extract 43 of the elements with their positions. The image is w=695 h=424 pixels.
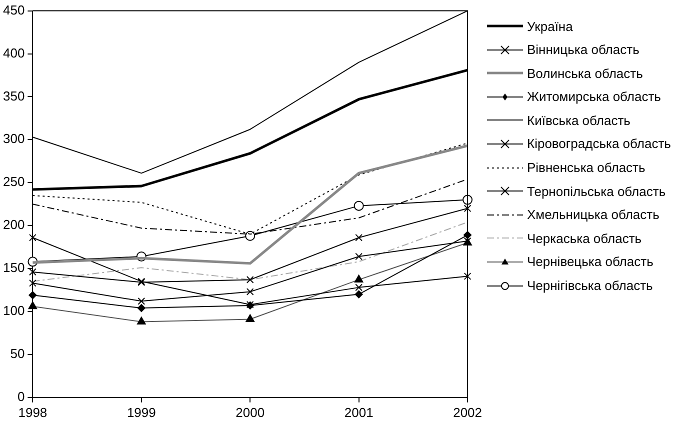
point	[246, 276, 254, 284]
y-tick-label: 300	[2, 131, 25, 146]
legend-label: Черкаська область	[527, 230, 642, 246]
x-tick-label: 2001	[344, 404, 374, 420]
legend-label: Чернігівська область	[527, 278, 653, 294]
point	[354, 290, 363, 298]
x-tick-label: 2000	[236, 404, 265, 420]
point	[354, 200, 364, 211]
legend-label: Кіровоградська область	[527, 136, 671, 152]
point	[464, 272, 472, 280]
point	[245, 230, 256, 241]
y-tick-label: 50	[10, 346, 25, 362]
legend-label: Житомирська область	[527, 89, 661, 104]
legend-label: Рівненська область	[527, 160, 646, 176]
y-tick-label: 150	[2, 260, 25, 276]
y-tick-label: 200	[2, 217, 25, 232]
point	[355, 234, 363, 242]
y-tick-label: 100	[2, 303, 25, 318]
x-tick-label: 1999	[126, 404, 156, 420]
point	[464, 204, 472, 212]
point	[29, 234, 36, 242]
y-tick-label: 250	[2, 174, 25, 190]
legend-label: Хмельницька область	[527, 207, 660, 222]
point	[29, 279, 36, 287]
legend-label: Вінницька область	[527, 42, 640, 58]
point	[28, 291, 37, 300]
point	[246, 288, 254, 296]
legend-label: Чернівецька область	[527, 254, 654, 270]
y-tick-label: 0	[17, 388, 25, 404]
legend-label: Волинська область	[527, 66, 643, 81]
point	[29, 268, 36, 276]
point	[137, 304, 146, 312]
legend-label: Україна	[527, 18, 573, 34]
y-tick-label: 350	[2, 88, 25, 104]
x-tick-label: 2002	[453, 404, 482, 420]
y-tick-label: 450	[2, 2, 25, 18]
point	[138, 298, 146, 305]
legend-label: Тернопільська область	[527, 184, 666, 199]
x-tick-label: 1998	[18, 404, 48, 420]
point	[355, 284, 363, 292]
legend-label: Київська область	[527, 112, 630, 128]
point	[355, 252, 363, 260]
y-tick-label: 400	[2, 45, 25, 60]
